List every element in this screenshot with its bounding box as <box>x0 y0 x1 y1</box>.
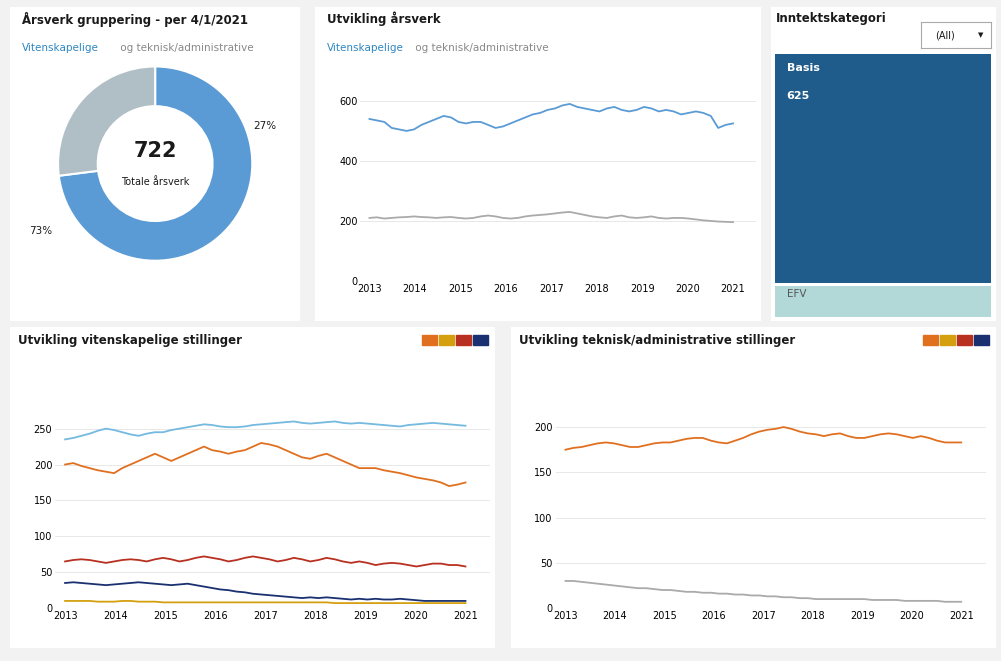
Text: og teknisk/administrative: og teknisk/administrative <box>117 43 253 53</box>
Text: Utvikling årsverk: Utvikling årsverk <box>327 12 441 26</box>
Text: Utvikling vitenskapelige stillinger: Utvikling vitenskapelige stillinger <box>18 334 242 347</box>
Text: 73%: 73% <box>30 226 53 236</box>
Text: Vitenskapelige: Vitenskapelige <box>22 43 99 53</box>
Text: Vitenskapelige: Vitenskapelige <box>327 43 404 53</box>
Wedge shape <box>58 67 155 176</box>
Text: 27%: 27% <box>253 120 276 131</box>
Text: (All): (All) <box>935 30 955 40</box>
Text: EFV: EFV <box>787 289 806 299</box>
Text: 625: 625 <box>787 91 810 101</box>
Text: Basis: Basis <box>787 63 820 73</box>
FancyBboxPatch shape <box>775 54 991 283</box>
Text: Inntektskategori: Inntektskategori <box>776 12 887 25</box>
Text: Totale årsverk: Totale årsverk <box>121 177 189 187</box>
Text: 722: 722 <box>133 141 177 161</box>
Text: Utvikling teknisk/administrative stillinger: Utvikling teknisk/administrative stillin… <box>519 334 795 347</box>
Wedge shape <box>59 67 252 260</box>
Text: Årsverk gruppering - per 4/1/2021: Årsverk gruppering - per 4/1/2021 <box>22 12 248 27</box>
Text: ▼: ▼ <box>978 32 983 38</box>
FancyBboxPatch shape <box>775 286 991 317</box>
Text: og teknisk/administrative: og teknisk/administrative <box>412 43 549 53</box>
